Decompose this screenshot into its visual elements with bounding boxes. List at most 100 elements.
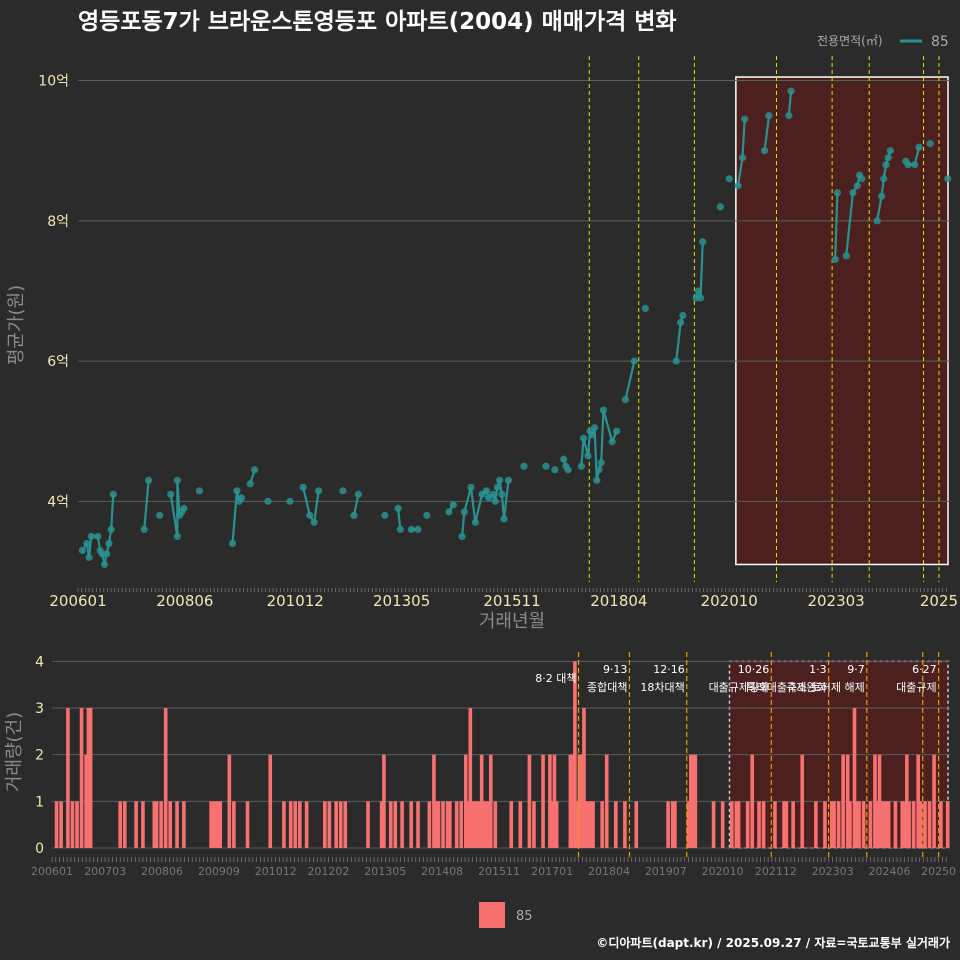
price-point (394, 504, 402, 512)
top-y-tick-label: 8억 (47, 214, 69, 230)
price-point (597, 459, 605, 467)
volume-bar (416, 801, 420, 848)
price-point (595, 466, 603, 474)
bottom-x-tick-label: 202010 (702, 865, 744, 878)
volume-bar (857, 801, 861, 848)
volume-bar (79, 708, 84, 848)
volume-bar (882, 801, 886, 848)
price-point (228, 539, 237, 548)
price-point (904, 161, 912, 169)
volume-bar (604, 754, 609, 848)
price-point (741, 115, 749, 123)
volume-bar (686, 801, 691, 848)
bottom-legend-swatch (479, 902, 505, 928)
price-point (396, 525, 404, 534)
price-line-segment (736, 157, 744, 186)
top-policy-lines (588, 56, 940, 582)
price-point (310, 518, 318, 526)
price-point (299, 483, 307, 491)
volume-bar (484, 801, 489, 848)
price-point (849, 189, 857, 197)
price-point (180, 504, 188, 512)
volume-bar (334, 801, 338, 848)
bottom-y-tick-label: 1 (35, 794, 44, 810)
price-line-segment (143, 480, 150, 530)
volume-bar (773, 801, 777, 848)
price-point (579, 434, 588, 442)
volume-bar (293, 801, 298, 848)
volume-bar (900, 801, 905, 848)
volume-bar (382, 754, 386, 848)
volume-bar (436, 801, 441, 848)
volume-bar (745, 801, 750, 848)
volume-bar (409, 801, 413, 848)
price-point (173, 532, 181, 541)
volume-bar (548, 754, 552, 848)
policy-annotation-date: 1·3 (809, 663, 827, 676)
volume-bar (434, 801, 439, 848)
price-point (489, 490, 497, 498)
volume-bar (268, 754, 273, 848)
price-point (672, 357, 680, 365)
bottom-x-tick-label: 200806 (141, 865, 183, 878)
price-point (381, 511, 389, 519)
volume-bar (466, 801, 470, 848)
price-point (350, 511, 358, 519)
volume-bar (163, 708, 168, 848)
volume-bar (582, 708, 586, 848)
price-point (458, 532, 466, 541)
volume-bars (54, 661, 950, 848)
bottom-x-tick-label: 200909 (198, 865, 240, 878)
volume-bar (479, 754, 484, 848)
price-point (94, 532, 102, 541)
volume-bar (884, 801, 889, 848)
price-point (590, 424, 599, 432)
top-x-tick-labels: 200601 200806 201012 201305 201511 201804 2020… (49, 592, 958, 610)
volume-bar (854, 801, 859, 848)
bottom-x-tick-label: 201701 (531, 865, 573, 878)
price-point (641, 304, 649, 313)
volume-bar (911, 801, 916, 848)
bottom-x-tick-label: 201305 (364, 865, 406, 878)
price-point (167, 490, 175, 498)
price-point (760, 147, 769, 155)
volume-bar (614, 801, 618, 848)
volume-bar (829, 801, 834, 848)
policy-annotation-date: 10·26 (738, 663, 770, 676)
volume-bar (493, 801, 498, 848)
volume-bar (634, 801, 639, 848)
volume-bar (902, 801, 907, 848)
bottom-x-tick-label: 201202 (307, 865, 349, 878)
volume-bar (88, 708, 93, 848)
volume-bar (939, 801, 943, 848)
top-x-axis-title: 거래년월 (479, 611, 545, 632)
top-x-tick-label: 202303 (807, 592, 864, 610)
volume-bar (886, 801, 891, 848)
volume-bar (848, 801, 852, 848)
volume-bar (879, 801, 884, 848)
price-point (445, 508, 453, 516)
volume-bar (459, 801, 464, 848)
volume-bar (445, 801, 450, 848)
volume-bar (836, 801, 841, 848)
volume-bar (482, 801, 486, 848)
policy-annotation-date: 9·7 (847, 663, 865, 676)
volume-bar (584, 801, 589, 848)
price-point (246, 480, 254, 488)
price-line-segment (876, 196, 883, 222)
price-point (877, 192, 886, 200)
volume-bar (823, 801, 827, 848)
price-point (423, 511, 431, 519)
price-line-segment (313, 490, 320, 523)
price-point (520, 462, 528, 470)
volume-bar (338, 801, 343, 848)
bottom-y-tick-labels: 0 1 2 3 4 (35, 654, 44, 857)
top-y-tick-label: 10억 (38, 74, 69, 90)
price-point (156, 511, 164, 519)
price-point (467, 483, 475, 491)
top-x-tick-label: 201804 (590, 592, 647, 610)
price-point (911, 161, 919, 169)
volume-bar (918, 801, 923, 848)
price-point (884, 154, 892, 162)
policy-annotation-date: 12·16 (653, 663, 685, 676)
